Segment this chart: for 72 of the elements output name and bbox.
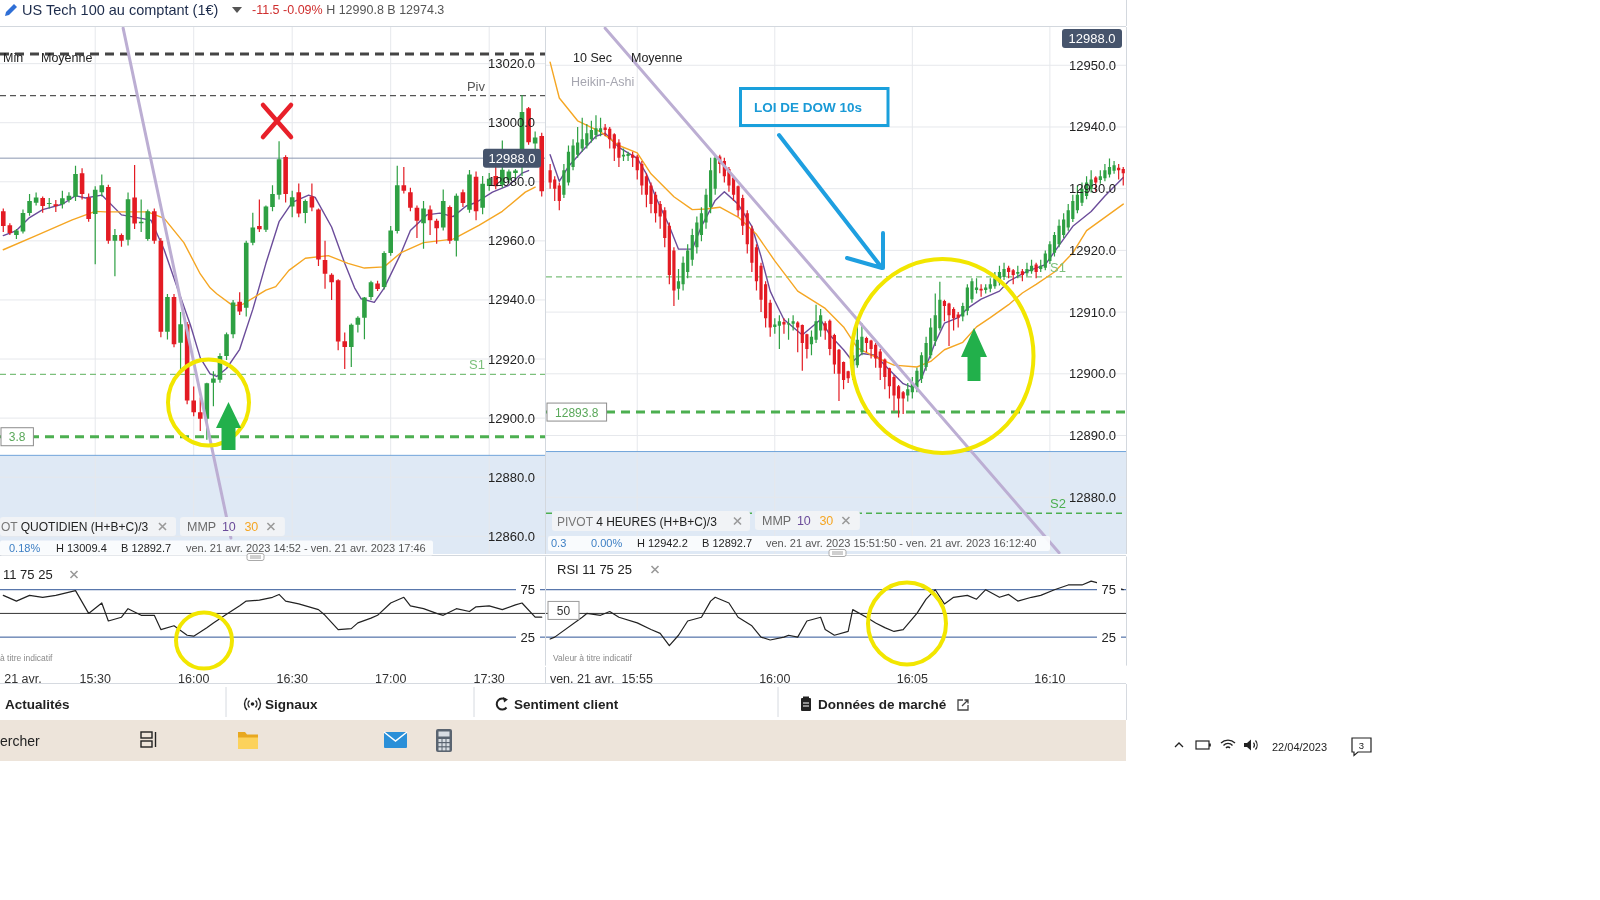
x-tick-label: 16:00 xyxy=(178,671,210,686)
annotation: 12988.0 xyxy=(1068,31,1116,46)
x-tick-label: 15:30 xyxy=(79,671,111,686)
y-tick-label: 13020.0 xyxy=(488,56,535,72)
chart-title: US Tech 100 au comptant (1€) xyxy=(22,2,219,18)
annotation: ven. 21 avr. 2023 14:52 - ven. 21 avr. 2023 17:46 xyxy=(186,541,426,554)
text: Actualités xyxy=(5,697,70,712)
annotation: H 12942.2 xyxy=(637,537,688,549)
y-tick-label: 12880.0 xyxy=(488,469,535,485)
chart-subtitle: -11.5 -0.09% H 12990.8 B 12974.3 xyxy=(252,3,445,17)
x-tick-label: ven. 21 avr. xyxy=(549,671,615,686)
ref-line-label: 12988.0 xyxy=(488,150,536,166)
text: Signaux xyxy=(265,697,318,712)
x-tick-label: 16:00 xyxy=(759,671,791,686)
x-tick-label: 17:00 xyxy=(375,671,407,686)
y-tick-label: 12960.0 xyxy=(488,233,535,249)
legend-title: MMP xyxy=(762,514,792,528)
annotation: LOI DE DOW 10s xyxy=(754,100,863,115)
annotation: B 12892.7 xyxy=(702,537,753,549)
y-tick-label: 75 xyxy=(520,582,535,598)
y-tick-label: 12900.0 xyxy=(1069,366,1116,382)
y-tick-label: 12910.0 xyxy=(1069,304,1116,320)
y-tick-label: 12940.0 xyxy=(1069,119,1116,135)
y-tick-label: 12860.0 xyxy=(488,528,535,544)
annotation: 10 Sec xyxy=(573,51,612,65)
annotation: ven. 21 avr. 2023 15:51:50 - ven. 21 avr. 2023 16:12:40 xyxy=(766,537,1037,549)
annotation: B 12892.7 xyxy=(121,541,172,554)
text: 10 xyxy=(796,514,811,528)
annotation: 0.3 xyxy=(551,537,567,549)
annotation: OT QUOTIDIEN (H+B+C)/3 xyxy=(1,520,149,534)
text: Données de marché xyxy=(818,697,947,712)
y-tick-label: 25 xyxy=(520,629,535,645)
annotation: 3.8 xyxy=(8,430,26,445)
x-tick-label: 16:05 xyxy=(896,671,929,686)
annotation: Valeur à titre indicatif xyxy=(553,653,633,663)
text: 10 xyxy=(221,520,236,534)
y-tick-label: 75 xyxy=(1101,582,1116,598)
annotation: RSI 11 75 25 xyxy=(557,562,632,577)
text: 3 xyxy=(1358,740,1365,751)
y-tick-label: 12940.0 xyxy=(488,292,535,308)
y-tick-label: 12880.0 xyxy=(1069,489,1116,505)
ref-line-label: S2 xyxy=(1050,496,1066,512)
x-tick-label: 21 avr. xyxy=(4,671,42,686)
text: 22/04/2023 xyxy=(1272,741,1328,753)
text: 30 xyxy=(244,520,259,534)
y-tick-label: 12920.0 xyxy=(488,351,535,367)
text: ercher xyxy=(0,733,41,749)
text: Sentiment client xyxy=(514,697,619,712)
y-tick-label: 12900.0 xyxy=(488,410,535,426)
x-tick-label: 15:55 xyxy=(621,671,653,686)
y-tick-label: 12890.0 xyxy=(1069,428,1116,444)
annotation: 11 75 25 xyxy=(3,567,53,582)
annotation: Moyenne xyxy=(41,51,93,65)
legend-title: MMP xyxy=(187,520,217,534)
annotation: Heikin-Ashi xyxy=(571,75,635,89)
annotation: Moyenne xyxy=(631,51,683,65)
x-tick-label: 17:30 xyxy=(473,671,505,686)
ref-line-label: S1 xyxy=(469,357,485,373)
annotation: 0.18% xyxy=(9,541,41,554)
annotation: à titre indicatif xyxy=(0,653,54,663)
ref-line-label: Piv xyxy=(466,78,486,94)
annotation: H 13009.4 xyxy=(56,541,107,554)
annotation: 12893.8 xyxy=(555,405,599,420)
text: 30 xyxy=(819,514,834,528)
x-tick-label: 16:10 xyxy=(1034,671,1066,686)
annotation: Min xyxy=(3,51,24,65)
annotation: 0.00% xyxy=(591,537,623,549)
annotation: PIVOT 4 HEURES (H+B+C)/3 xyxy=(557,514,718,529)
y-tick-label: 25 xyxy=(1101,629,1116,645)
x-tick-label: 16:30 xyxy=(276,671,308,686)
ref-line-label: 50 xyxy=(556,603,571,618)
y-tick-label: 12950.0 xyxy=(1069,57,1116,73)
